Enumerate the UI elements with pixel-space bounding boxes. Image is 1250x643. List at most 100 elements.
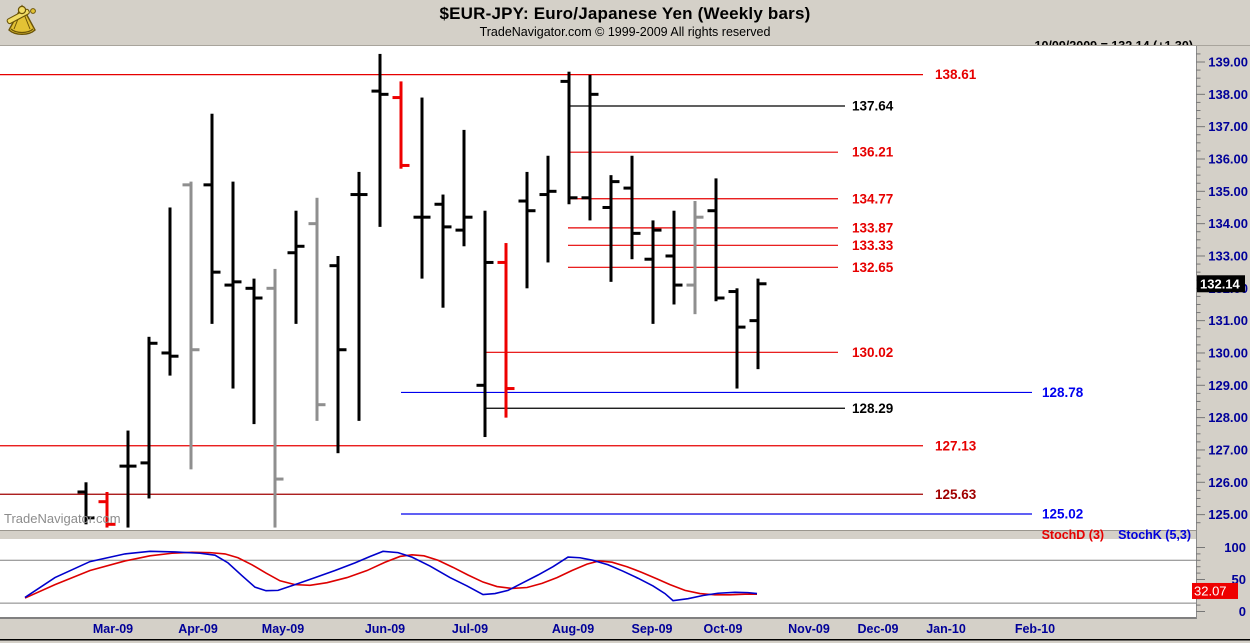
level-label-136.21: 136.21 <box>852 145 894 160</box>
price-axis-label: 138.00 <box>1208 87 1248 102</box>
open-tick <box>224 283 233 287</box>
price-bar <box>336 255 340 454</box>
open-tick <box>161 351 170 355</box>
date-axis-band <box>0 619 1250 639</box>
open-tick <box>707 209 716 213</box>
price-bar <box>189 181 193 470</box>
open-tick <box>665 254 674 258</box>
open-tick <box>266 286 275 290</box>
price-axis-label: 134.00 <box>1208 216 1248 231</box>
chart-header: $EUR-JPY: Euro/Japanese Yen (Weekly bars… <box>0 4 1250 39</box>
price-bar <box>567 71 571 205</box>
close-tick <box>107 522 116 526</box>
price-bar <box>210 113 214 324</box>
price-bar <box>378 53 382 227</box>
close-tick <box>590 92 599 96</box>
date-axis-label: Jul-09 <box>452 622 488 636</box>
close-tick <box>674 283 683 287</box>
close-tick <box>359 193 368 197</box>
price-bar <box>168 207 172 376</box>
date-axis-label: May-09 <box>262 622 304 636</box>
price-bar <box>294 210 298 324</box>
date-axis-label: Jan-10 <box>926 622 966 636</box>
close-tick <box>632 231 641 235</box>
price-axis-label: 137.00 <box>1208 119 1248 134</box>
open-tick <box>98 500 107 504</box>
price-axis-label: 125.00 <box>1208 507 1248 522</box>
open-tick <box>602 205 611 209</box>
close-tick <box>191 348 200 352</box>
close-tick <box>254 296 263 300</box>
chart-title: $EUR-JPY: Euro/Japanese Yen (Weekly bars… <box>439 4 811 23</box>
date-axis-label: Feb-10 <box>1015 622 1055 636</box>
level-label-133.33: 133.33 <box>852 238 894 253</box>
open-tick <box>413 215 422 219</box>
price-bar <box>483 210 487 438</box>
price-axis-label: 129.00 <box>1208 378 1248 393</box>
stoch-axis-label: 100 <box>1224 540 1246 555</box>
close-tick <box>149 341 158 345</box>
price-bar <box>420 97 424 279</box>
open-tick <box>539 193 548 197</box>
stoch-pane-bottom-border <box>0 617 1196 619</box>
price-bar <box>525 171 529 289</box>
close-tick <box>233 280 242 284</box>
open-tick <box>644 257 653 261</box>
price-bar <box>609 175 613 282</box>
price-axis-label: 127.00 <box>1208 442 1248 457</box>
open-tick <box>434 202 443 206</box>
open-tick <box>455 228 464 232</box>
close-tick <box>569 196 578 200</box>
close-tick <box>422 215 431 219</box>
open-tick <box>518 199 527 203</box>
level-label-128.78: 128.78 <box>1042 385 1084 400</box>
open-tick <box>686 283 695 287</box>
bottom-border <box>0 639 1250 641</box>
stochk-curve <box>24 550 758 602</box>
close-tick <box>443 225 452 229</box>
last-price-badge-text: 132.14 <box>1200 276 1241 291</box>
price-bar <box>672 210 676 305</box>
level-label-125.63: 125.63 <box>935 487 977 502</box>
level-label-138.61: 138.61 <box>935 67 977 82</box>
level-label-125.02: 125.02 <box>1042 506 1083 521</box>
price-bar <box>399 81 403 169</box>
level-label-130.02: 130.02 <box>852 345 893 360</box>
open-tick <box>581 196 590 200</box>
price-bar <box>357 171 361 421</box>
open-tick <box>119 464 128 468</box>
price-bar <box>651 220 655 324</box>
close-tick <box>317 403 326 407</box>
stochk-legend-label: StochK (5,3) <box>1118 528 1191 542</box>
price-bar <box>462 129 466 247</box>
level-label-133.87: 133.87 <box>852 220 893 235</box>
open-tick <box>560 79 569 83</box>
stoch-axis-label: 0 <box>1239 604 1246 619</box>
level-label-134.77: 134.77 <box>852 191 893 206</box>
watermark: TradeNavigator.com <box>4 511 121 526</box>
open-tick <box>497 260 506 264</box>
close-tick <box>716 296 725 300</box>
level-label-128.29: 128.29 <box>852 401 893 416</box>
price-axis-label: 126.00 <box>1208 475 1248 490</box>
date-axis-label: Mar-09 <box>93 622 133 636</box>
close-tick <box>758 282 767 286</box>
open-tick <box>203 183 212 187</box>
open-tick <box>308 222 317 226</box>
close-tick <box>401 163 410 167</box>
price-axis-label: 139.00 <box>1208 55 1248 70</box>
price-bar <box>147 336 151 499</box>
close-tick <box>86 516 95 520</box>
close-tick <box>275 477 284 481</box>
level-label-127.13: 127.13 <box>935 438 977 453</box>
open-tick <box>77 490 86 494</box>
open-tick <box>350 193 359 197</box>
price-axis-label: 131.00 <box>1208 313 1248 328</box>
price-axis-label: 136.00 <box>1208 151 1248 166</box>
date-axis-label: Aug-09 <box>552 622 594 636</box>
price-bar <box>252 278 256 425</box>
price-bar <box>126 430 130 528</box>
price-axis-label: 130.00 <box>1208 345 1248 360</box>
price-bar <box>546 155 550 263</box>
close-tick <box>296 244 305 248</box>
